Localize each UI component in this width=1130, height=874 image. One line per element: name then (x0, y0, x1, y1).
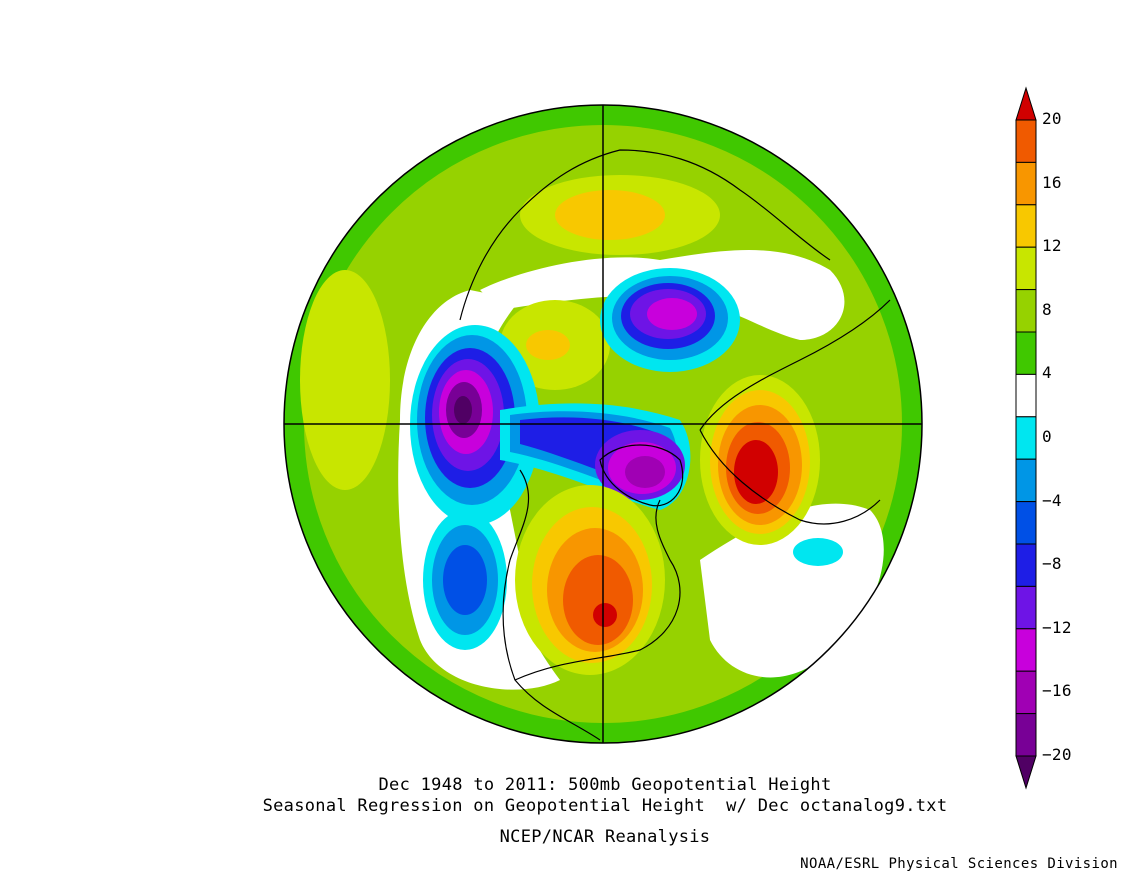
colorbar-segment (1015, 161, 1037, 206)
title-line-3: NCEP/NCAR Reanalysis (499, 827, 711, 847)
colorbar-segment (1015, 628, 1037, 672)
coast-asia (459, 149, 831, 321)
atlantic-low (793, 538, 843, 566)
coast-eurasia (699, 299, 891, 525)
colorbar-bottom-arrow (1015, 755, 1037, 790)
colorbar-segment (1015, 373, 1037, 418)
colorbar-tick-label: −16 (1042, 681, 1072, 701)
colorbar-tick-label: 8 (1042, 299, 1052, 319)
credit-text: NOAA/ESRL Physical Sciences Division (800, 856, 1118, 872)
colorbar-segment (1015, 246, 1037, 291)
coast-north-america (502, 469, 681, 741)
colorbar-segment (1015, 289, 1037, 333)
colorbar-tick-label: 0 (1042, 427, 1052, 446)
colorbar-segment (1015, 713, 1037, 757)
colorbar-segment (1015, 543, 1037, 587)
colorbar-segment (1015, 331, 1037, 375)
colorbar-segment (1015, 670, 1037, 715)
title-line-1: Dec 1948 to 2011: 500mb Geopotential Hei… (378, 775, 832, 795)
colorbar-tick-label: −12 (1042, 617, 1072, 637)
colorbar-tick-label: −8 (1042, 554, 1062, 574)
colorbar-top-arrow (1015, 86, 1037, 121)
colorbar-tick-label: 20 (1042, 109, 1062, 128)
polar-map (283, 104, 923, 744)
coast-greenland (599, 444, 684, 507)
colorbar-segment (1015, 458, 1037, 503)
colorbar-segment (1015, 585, 1037, 630)
colorbar-segment (1015, 204, 1037, 248)
colorbar-segment (1015, 119, 1037, 163)
colorbar-tick-label: −4 (1042, 490, 1062, 510)
colorbar-tick-label: 12 (1042, 236, 1062, 256)
title-line-2: Seasonal Regression on Geopotential Heig… (262, 796, 948, 816)
colorbar-segment (1015, 501, 1037, 545)
colorbar-tick-label: 4 (1042, 363, 1052, 383)
colorbar-tick-label: 16 (1042, 172, 1062, 192)
colorbar-tick-label: −20 (1042, 745, 1072, 764)
pacific-yellowgreen (300, 270, 390, 490)
colorbar-segment (1015, 416, 1037, 460)
